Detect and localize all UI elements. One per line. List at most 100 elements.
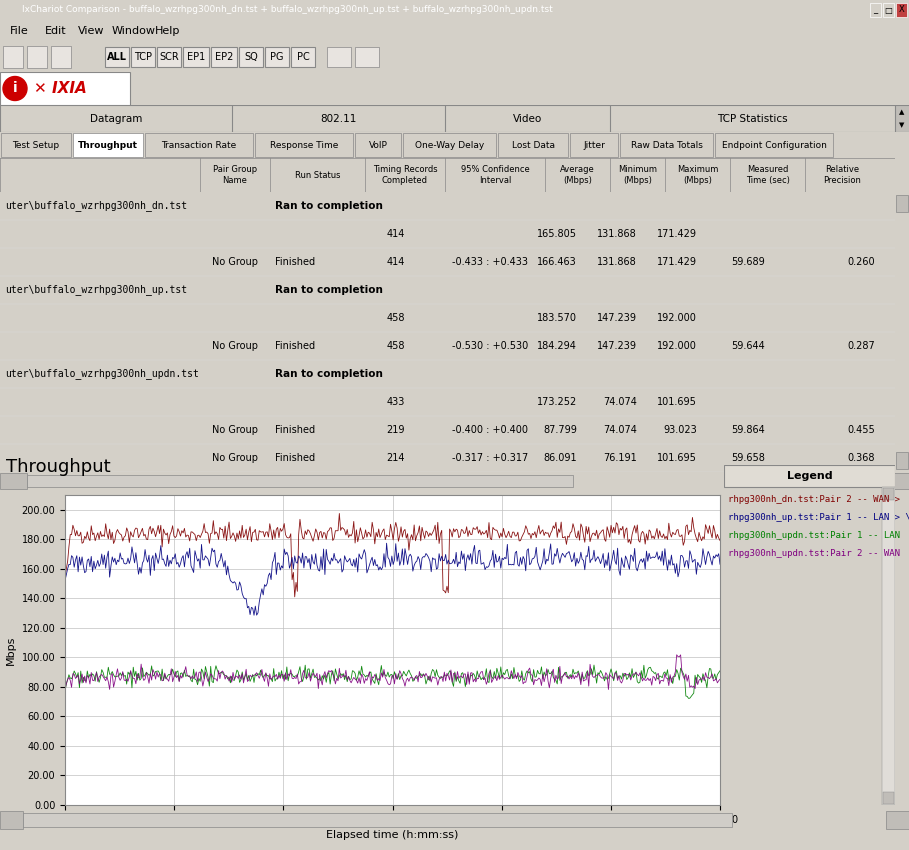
Text: uter\buffalo_wzrhpg300nh_dn.tst: uter\buffalo_wzrhpg300nh_dn.tst bbox=[5, 201, 187, 212]
Bar bbox=[0, 811, 23, 829]
Text: rhpg300nh_up.tst:Pair 1 -- LAN > \: rhpg300nh_up.tst:Pair 1 -- LAN > \ bbox=[728, 513, 909, 523]
Text: 458: 458 bbox=[386, 313, 405, 323]
Text: 0.260: 0.260 bbox=[847, 257, 875, 267]
Text: Lost Data: Lost Data bbox=[512, 140, 554, 150]
Text: Finished: Finished bbox=[275, 341, 315, 351]
Y-axis label: Mbps: Mbps bbox=[6, 635, 16, 665]
Text: 131.868: 131.868 bbox=[597, 257, 637, 267]
Bar bbox=[886, 811, 909, 829]
Bar bbox=[882, 487, 895, 805]
Text: TCP: TCP bbox=[134, 52, 152, 62]
Bar bbox=[883, 792, 894, 804]
Text: Run Status: Run Status bbox=[295, 171, 340, 179]
Text: 101.695: 101.695 bbox=[657, 453, 697, 463]
Text: 0.455: 0.455 bbox=[847, 425, 875, 435]
Text: SCR: SCR bbox=[159, 52, 179, 62]
Text: 458: 458 bbox=[386, 341, 405, 351]
Text: Test Setup: Test Setup bbox=[13, 140, 60, 150]
Text: Window: Window bbox=[112, 26, 156, 36]
Text: i: i bbox=[13, 82, 17, 95]
Text: Endpoint Configuration: Endpoint Configuration bbox=[722, 140, 826, 150]
Text: 183.570: 183.570 bbox=[537, 313, 577, 323]
X-axis label: Elapsed time (h:mm:ss): Elapsed time (h:mm:ss) bbox=[326, 830, 459, 841]
Bar bbox=[620, 133, 713, 157]
Text: Finished: Finished bbox=[275, 453, 315, 463]
Text: 192.000: 192.000 bbox=[657, 313, 697, 323]
Text: 147.239: 147.239 bbox=[597, 341, 637, 351]
Text: 171.429: 171.429 bbox=[657, 229, 697, 239]
Text: 166.463: 166.463 bbox=[537, 257, 577, 267]
Text: 59.864: 59.864 bbox=[731, 425, 765, 435]
Bar bbox=[105, 47, 129, 67]
Text: 414: 414 bbox=[386, 257, 405, 267]
Text: 184.294: 184.294 bbox=[537, 341, 577, 351]
Bar bbox=[291, 47, 315, 67]
Text: File: File bbox=[10, 26, 29, 36]
Text: Response Time: Response Time bbox=[270, 140, 338, 150]
Text: 59.658: 59.658 bbox=[731, 453, 765, 463]
Bar bbox=[895, 452, 908, 469]
Text: IxChariot Comparison - buffalo_wzrhpg300nh_dn.tst + buffalo_wzrhpg300nh_up.tst +: IxChariot Comparison - buffalo_wzrhpg300… bbox=[22, 5, 553, 14]
Text: Datagram: Datagram bbox=[90, 114, 142, 123]
Text: One-Way Delay: One-Way Delay bbox=[415, 140, 484, 150]
Text: rhpg300nh_dn.tst:Pair 2 -- WAN >: rhpg300nh_dn.tst:Pair 2 -- WAN > bbox=[728, 496, 900, 505]
Bar bbox=[157, 47, 181, 67]
Text: 87.799: 87.799 bbox=[543, 425, 577, 435]
Text: Finished: Finished bbox=[275, 425, 315, 435]
Text: EP1: EP1 bbox=[187, 52, 205, 62]
Text: Pair Group
Name: Pair Group Name bbox=[213, 165, 257, 184]
Text: □: □ bbox=[884, 5, 893, 14]
Bar bbox=[895, 195, 908, 212]
Bar bbox=[870, 3, 881, 17]
Text: Finished: Finished bbox=[275, 257, 315, 267]
Text: PC: PC bbox=[296, 52, 309, 62]
Text: -0.433 : +0.433: -0.433 : +0.433 bbox=[452, 257, 528, 267]
Text: 86.091: 86.091 bbox=[544, 453, 577, 463]
Text: EP2: EP2 bbox=[215, 52, 234, 62]
Text: ▲: ▲ bbox=[899, 109, 904, 115]
Text: Legend: Legend bbox=[786, 471, 833, 481]
Text: 76.191: 76.191 bbox=[604, 453, 637, 463]
Text: Ran to completion: Ran to completion bbox=[275, 285, 383, 295]
Bar bbox=[51, 46, 71, 68]
Text: Measured
Time (sec): Measured Time (sec) bbox=[745, 165, 789, 184]
Text: Raw Data Totals: Raw Data Totals bbox=[631, 140, 703, 150]
Bar bbox=[355, 47, 379, 67]
Text: Ran to completion: Ran to completion bbox=[275, 369, 383, 379]
Text: PG: PG bbox=[270, 52, 284, 62]
Text: 0.368: 0.368 bbox=[847, 453, 875, 463]
Bar bbox=[895, 105, 909, 132]
Bar bbox=[882, 473, 909, 489]
Text: No Group: No Group bbox=[212, 341, 258, 351]
Text: Relative
Precision: Relative Precision bbox=[824, 165, 862, 184]
Text: 192.000: 192.000 bbox=[657, 341, 697, 351]
Text: Maximum
(Mbps): Maximum (Mbps) bbox=[677, 165, 718, 184]
Text: Timing Records
Completed: Timing Records Completed bbox=[373, 165, 437, 184]
Text: 74.074: 74.074 bbox=[604, 425, 637, 435]
Bar bbox=[355, 133, 401, 157]
Text: 74.074: 74.074 bbox=[604, 397, 637, 407]
Text: Throughput: Throughput bbox=[6, 458, 111, 476]
Text: uter\buffalo_wzrhpg300nh_up.tst: uter\buffalo_wzrhpg300nh_up.tst bbox=[5, 285, 187, 296]
Text: -0.317 : +0.317: -0.317 : +0.317 bbox=[452, 453, 528, 463]
Text: 219: 219 bbox=[386, 425, 405, 435]
Bar bbox=[27, 46, 47, 68]
Bar bbox=[883, 3, 894, 17]
Bar bbox=[715, 133, 833, 157]
Bar bbox=[896, 3, 907, 17]
Bar bbox=[3, 46, 23, 68]
Text: 802.11: 802.11 bbox=[320, 114, 356, 123]
Bar bbox=[0, 72, 130, 105]
Text: rhpg300nh_updn.tst:Pair 2 -- WAN: rhpg300nh_updn.tst:Pair 2 -- WAN bbox=[728, 549, 900, 558]
Bar bbox=[0, 473, 27, 489]
Text: 147.239: 147.239 bbox=[597, 313, 637, 323]
Text: 171.429: 171.429 bbox=[657, 257, 697, 267]
Text: rhpg300nh_updn.tst:Pair 1 -- LAN: rhpg300nh_updn.tst:Pair 1 -- LAN bbox=[728, 531, 900, 541]
Text: View: View bbox=[78, 26, 105, 36]
Text: Help: Help bbox=[155, 26, 180, 36]
Text: Jitter: Jitter bbox=[583, 140, 604, 150]
Text: X: X bbox=[899, 5, 904, 14]
Bar bbox=[211, 47, 237, 67]
Text: No Group: No Group bbox=[212, 425, 258, 435]
Text: 59.689: 59.689 bbox=[731, 257, 765, 267]
